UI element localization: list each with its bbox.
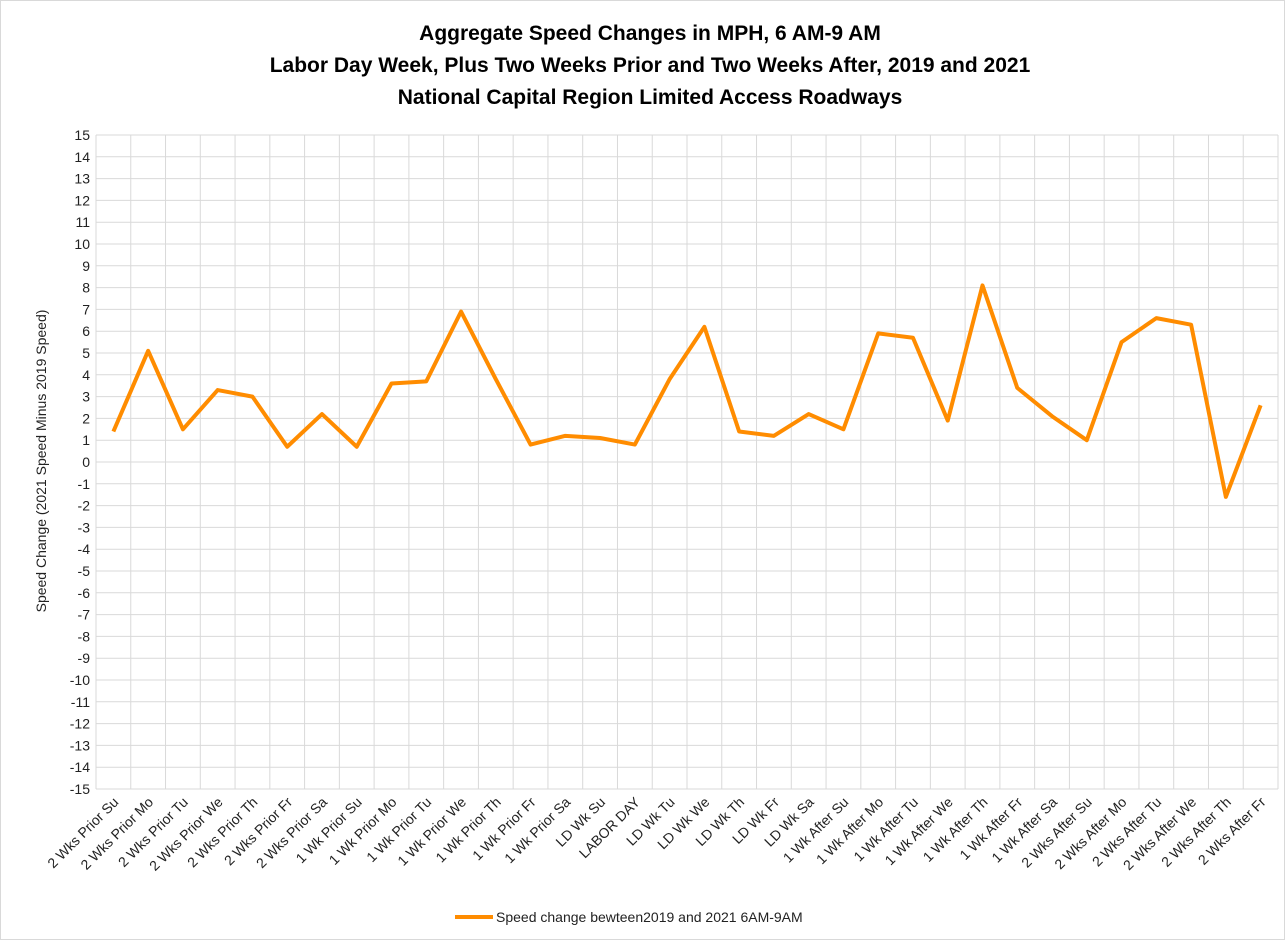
chart-subtitle: Labor Day Week, Plus Two Weeks Prior and… (270, 54, 1031, 77)
y-tick-label: -15 (70, 781, 90, 797)
y-tick-label: -11 (71, 694, 90, 710)
series-line (111, 283, 1263, 499)
y-tick-label: 3 (82, 389, 90, 405)
y-tick-label: -13 (70, 737, 90, 753)
y-tick-label: -10 (70, 672, 90, 688)
y-tick-label: 14 (74, 149, 90, 165)
y-tick-label: 2 (82, 410, 90, 426)
y-tick-label: -6 (78, 585, 91, 601)
y-tick-label: -9 (78, 650, 91, 666)
y-tick-label: -7 (78, 607, 91, 623)
chart-title: Aggregate Speed Changes in MPH, 6 AM-9 A… (419, 22, 881, 45)
y-tick-label: -12 (70, 716, 90, 732)
y-tick-label: 5 (82, 345, 90, 361)
y-tick-label: -4 (78, 541, 91, 557)
y-tick-label: -5 (78, 563, 91, 579)
y-tick-label: 13 (74, 171, 90, 187)
y-tick-label: 8 (82, 280, 90, 296)
y-tick-label: 1 (82, 432, 90, 448)
y-tick-label: 10 (74, 236, 90, 252)
y-tick-label: 6 (82, 323, 90, 339)
y-tick-label: 0 (82, 454, 90, 470)
legend-label: Speed change bewteen2019 and 2021 6AM-9A… (496, 909, 803, 925)
y-tick-label: -3 (78, 519, 91, 535)
y-axis-label: Speed Change (2021 Speed Minus 2019 Spee… (33, 310, 49, 613)
y-tick-label: 9 (82, 258, 90, 274)
y-tick-label: 4 (82, 367, 90, 383)
y-tick-label: 15 (74, 127, 90, 143)
y-tick-label: 12 (74, 192, 90, 208)
y-tick-label: 11 (75, 214, 90, 230)
y-tick-label: -2 (78, 498, 91, 514)
y-tick-label: -8 (78, 628, 91, 644)
y-tick-label: 7 (82, 301, 90, 317)
chart-subtitle: National Capital Region Limited Access R… (398, 86, 903, 109)
y-tick-label: -1 (78, 476, 91, 492)
y-tick-label: -14 (70, 759, 90, 775)
